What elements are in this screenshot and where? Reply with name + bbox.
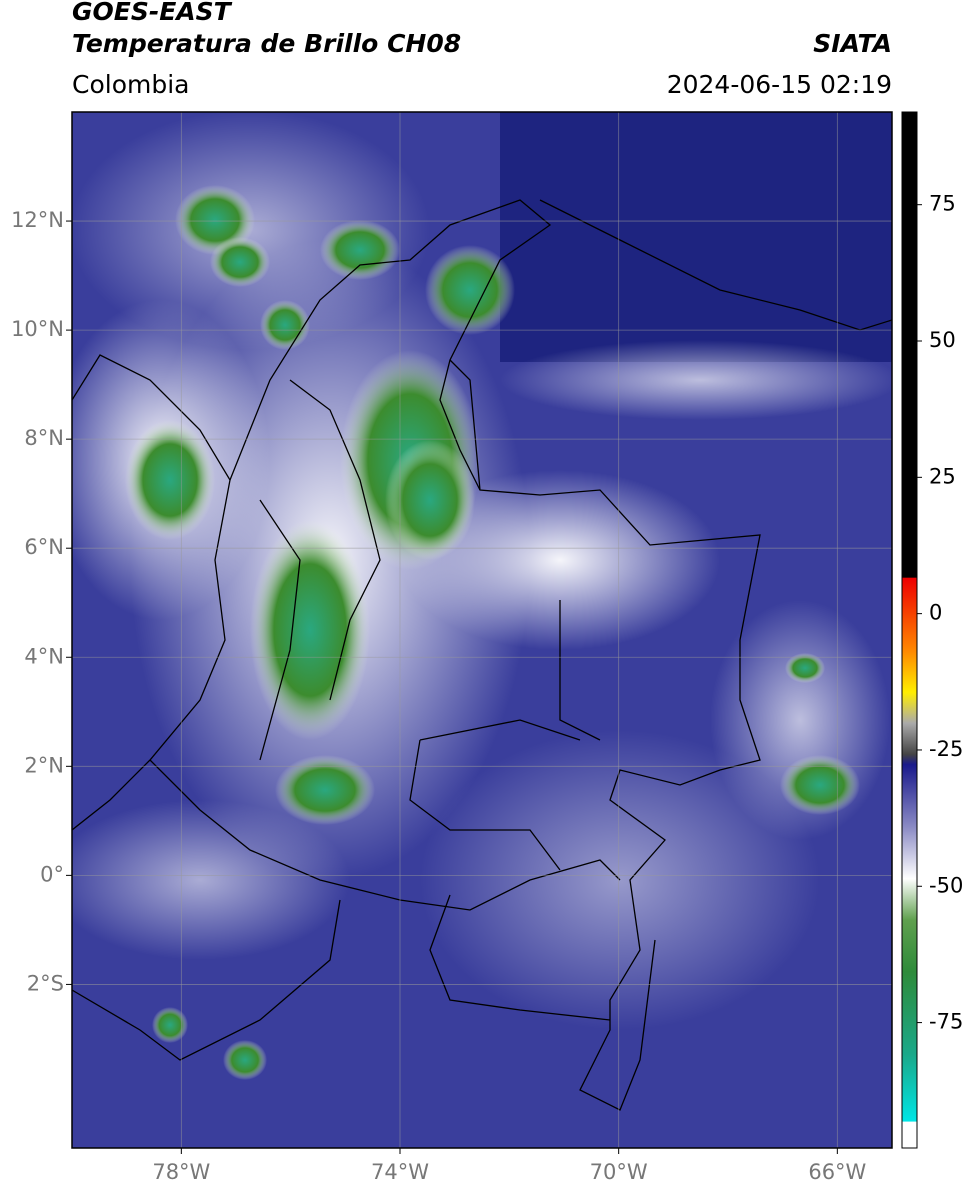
brand: SIATA [813,29,892,58]
y-tick-label: 6°N [24,535,64,559]
timestamp: 2024-06-15 02:19 [667,70,892,99]
x-tick-label: 74°W [371,1160,429,1184]
x-tick-label: 66°W [808,1160,866,1184]
y-tick-label: 4°N [24,644,64,668]
title: GOES-EAST [72,0,233,26]
map-frame [71,111,893,1149]
y-tick-label: 2°N [24,753,64,777]
colorbar-tick-label: 75 [929,192,956,216]
region: Colombia [72,70,189,99]
y-tick-label: 2°S [27,971,64,995]
y-tick-label: 10°N [11,317,64,341]
subtitle: Temperatura de Brillo CH08 [72,29,461,58]
colorbar-tick-label: -75 [929,1010,963,1034]
colorbar-tick-label: 25 [929,464,956,488]
graticule [72,112,892,1148]
y-tick-label: 12°N [11,208,64,232]
colorbar-tick-label: -25 [929,737,963,761]
x-tick-label: 70°W [590,1160,648,1184]
x-tick-label: 78°W [152,1160,210,1184]
colorbar-tick-label: 0 [929,601,942,625]
y-tick-label: 8°N [24,426,64,450]
colorbar [901,111,918,1149]
y-tick-label: 0° [40,862,64,886]
colorbar-tick-label: -50 [929,873,963,897]
satellite-image [72,112,892,1148]
colorbar-tick-label: 50 [929,328,956,352]
